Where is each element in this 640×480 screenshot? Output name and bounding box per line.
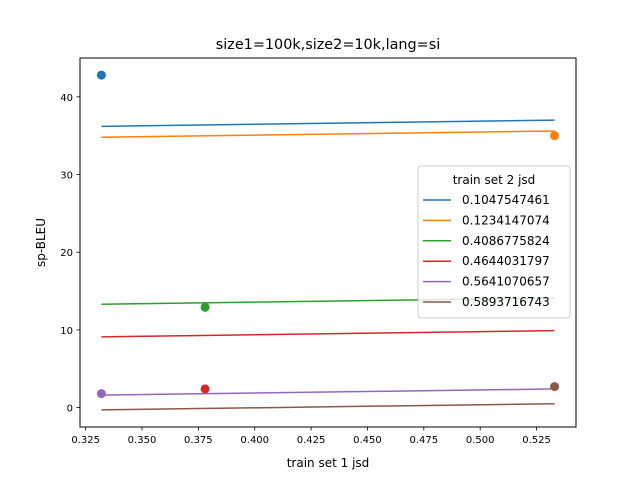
legend-label-3: 0.4086775824 (462, 234, 550, 248)
y-tick-label: 10 (60, 326, 73, 337)
data-point-6-1 (550, 382, 560, 392)
legend-label-2: 0.1234147074 (462, 213, 550, 227)
x-axis-label: train set 1 jsd (287, 456, 370, 470)
x-tick-label: 0.475 (409, 435, 438, 446)
fit-line-6 (101, 402, 555, 411)
legend-label-1: 0.1047547461 (462, 193, 550, 207)
fit-line-2 (101, 130, 555, 138)
legend-label-6: 0.5893716743 (462, 295, 550, 309)
legend-label-5: 0.5641070657 (462, 275, 550, 289)
y-tick-label: 30 (60, 171, 73, 182)
y-tick-label: 20 (60, 248, 73, 259)
y-tick-label: 0 (67, 404, 73, 415)
legend-label-4: 0.4644031797 (462, 254, 550, 268)
y-axis: 0 10 20 30 40 (60, 93, 80, 415)
x-tick-label: 0.400 (240, 435, 269, 446)
x-tick-label: 0.325 (71, 435, 100, 446)
data-point-3-1 (200, 302, 210, 312)
plot-frame (79, 57, 577, 428)
data-point-1-1 (96, 70, 106, 80)
data-point-2-1 (550, 131, 560, 141)
legend-title: train set 2 jsd (453, 173, 536, 187)
legend: train set 2 jsd 0.1047547461 0.1234147074… (417, 165, 571, 319)
chart-title: size1=100k,size2=10k,lang=si (216, 37, 440, 53)
x-tick-label: 0.425 (297, 435, 326, 446)
y-tick-label: 40 (60, 93, 73, 104)
x-axis: 0.325 0.350 0.375 0.400 0.425 0.450 0.475 0.500… (71, 427, 551, 446)
data-point-4-1 (200, 384, 210, 394)
data-point-5-1 (96, 389, 106, 399)
fit-line-4 (101, 329, 555, 338)
x-tick-label: 0.375 (184, 435, 213, 446)
fit-line-5 (101, 388, 555, 396)
x-tick-label: 0.500 (466, 435, 495, 446)
legend-box (417, 165, 571, 319)
plot-marks (96, 70, 560, 411)
legend-entries: 0.1047547461 0.1234147074 0.4086775824 0.46… (423, 193, 550, 309)
x-tick-label: 0.525 (522, 435, 551, 446)
x-tick-label: 0.350 (128, 435, 157, 446)
fit-line-1 (101, 119, 555, 128)
x-tick-label: 0.450 (353, 435, 382, 446)
y-axis-label: sp-BLEU (34, 218, 48, 267)
